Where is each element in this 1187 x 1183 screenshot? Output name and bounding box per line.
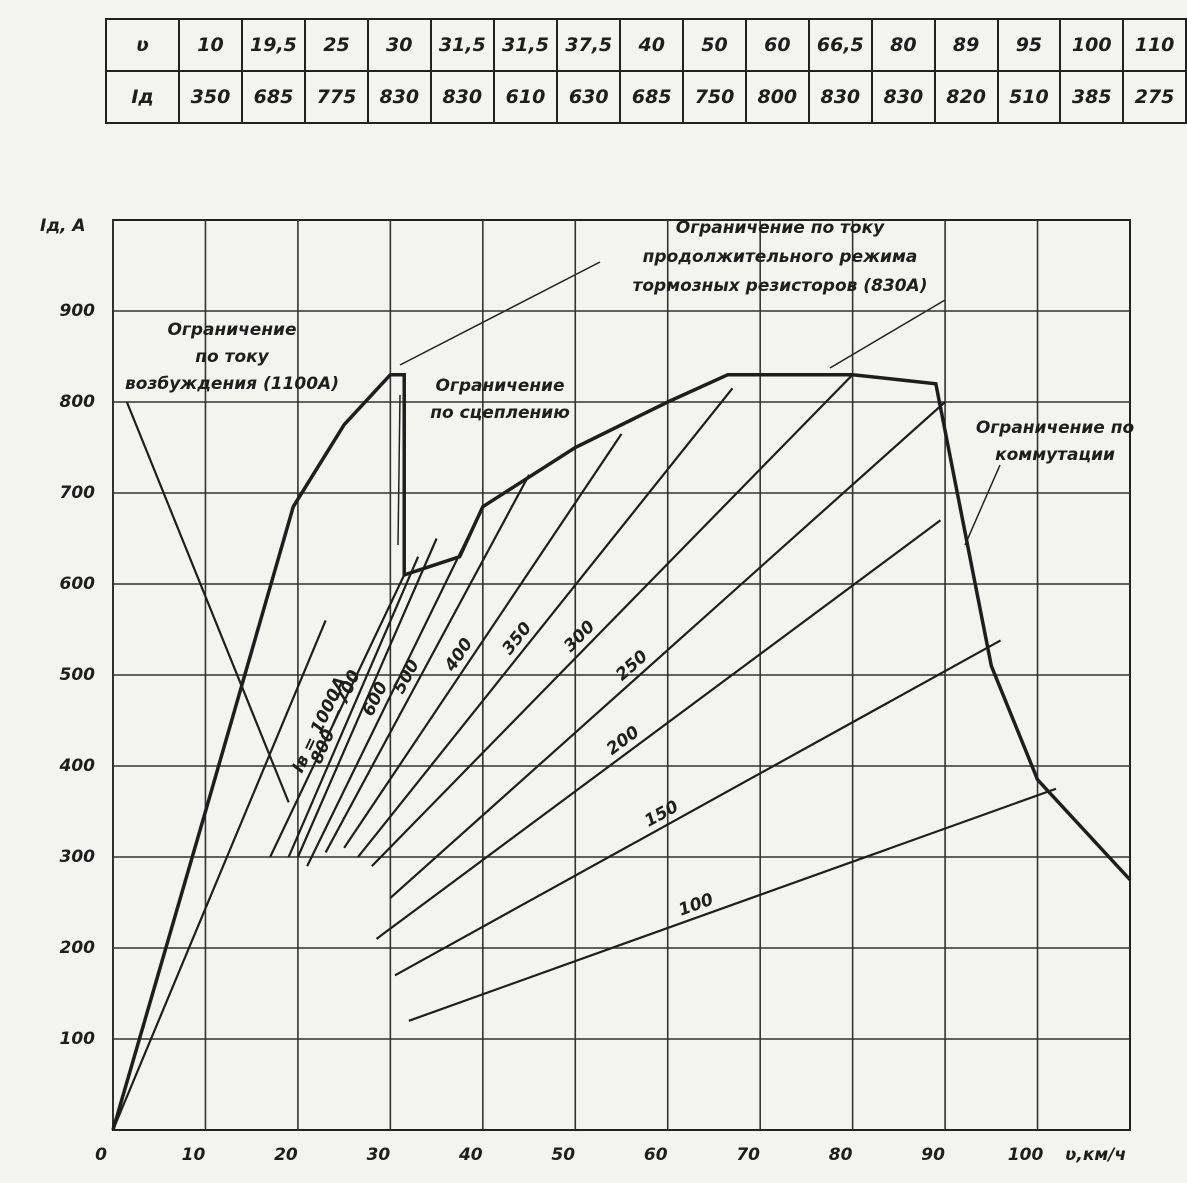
x-tick-label: 100 (1008, 1145, 1044, 1165)
table-cell: 19,5 (240, 18, 307, 72)
table-cell: 630 (556, 70, 622, 124)
annotation: Ограничение по току (676, 218, 885, 238)
series-label: 150 (641, 797, 682, 832)
series-line (357, 387, 734, 858)
table-cell: 610 (492, 70, 559, 124)
series-line (408, 787, 1057, 1022)
series-line (394, 639, 1002, 977)
annotation: по току (195, 347, 269, 367)
y-tick-label: 900 (60, 301, 96, 321)
x-tick-label: 60 (644, 1145, 668, 1165)
annotation: по сцеплению (430, 403, 569, 423)
table-cell: 830 (807, 70, 873, 124)
annotation: Ограничение по (976, 418, 1135, 438)
series-line (324, 474, 531, 853)
series-label: 400 (440, 634, 477, 676)
series-line (306, 506, 484, 867)
x-tick-label: 90 (921, 1145, 945, 1165)
x-tick-label: 0 (95, 1145, 107, 1165)
table-cell: 350 (178, 70, 243, 124)
table-cell: 110 (1122, 18, 1187, 72)
table-row: Iд 350 685 775 830 830 610 630 685 750 800 830 830 82… (104, 70, 1187, 124)
x-tick-label: 50 (551, 1145, 575, 1165)
table-cell: 60 (744, 18, 810, 72)
y-tick-label: 400 (59, 756, 96, 776)
y-tick-label: 800 (60, 392, 96, 412)
table-cell: 830 (429, 70, 495, 124)
x-tick-label: 10 (182, 1145, 206, 1165)
y-axis-label: Iд, A (40, 216, 86, 236)
y-tick-label: 200 (60, 938, 96, 958)
annotation: Ограничение (435, 376, 564, 396)
series-label: 350 (498, 618, 536, 658)
annotation: Ограничение (167, 320, 296, 340)
annotation: коммутации (995, 445, 1115, 465)
x-axis-label: ʋ,км/ч (1065, 1145, 1126, 1165)
y-tick-label: 700 (60, 483, 96, 503)
table-cell: 80 (870, 18, 936, 72)
table-cell: 66,5 (807, 18, 873, 72)
series-line (375, 519, 942, 940)
table-cell: 31,5 (429, 18, 495, 72)
x-tick-label: 30 (367, 1145, 391, 1165)
leader (397, 394, 401, 546)
series-line (296, 538, 438, 858)
leader (399, 261, 601, 366)
data-table: ʋ 10 19,5 25 30 31,5 31,5 37,5 40 50 60 66,5 80 89 95 1… (104, 18, 1187, 124)
leader (964, 464, 1001, 546)
table-cell: 685 (240, 70, 307, 124)
table-cell: 800 (744, 70, 810, 124)
y-tick-label: 500 (60, 665, 96, 685)
table-cell: 30 (366, 18, 432, 72)
annotation: тормозных резисторов (830А) (633, 276, 928, 296)
annotation: возбуждения (1100А) (125, 374, 339, 394)
table-cell: 31,5 (492, 18, 559, 72)
series-line (269, 574, 406, 858)
table-cell: 510 (996, 70, 1062, 124)
x-tick-label: 20 (274, 1145, 298, 1165)
series-label: 200 (603, 722, 644, 759)
table-cell: 25 (304, 18, 369, 72)
series-line (125, 401, 290, 803)
series-label: 100 (676, 890, 716, 921)
series-line (287, 556, 420, 858)
table-cell: 820 (933, 70, 999, 124)
row-header: Iд (104, 70, 181, 124)
y-tick-label: 600 (60, 574, 96, 594)
table-cell: 89 (933, 18, 999, 72)
x-tick-label: 70 (736, 1145, 760, 1165)
series-label: 300 (560, 617, 599, 656)
x-tick-label: 40 (458, 1145, 483, 1165)
y-tick-label: 300 (60, 847, 96, 867)
series-line (371, 373, 854, 867)
table-cell: 40 (619, 18, 685, 72)
table-row: ʋ 10 19,5 25 30 31,5 31,5 37,5 40 50 60 66,5 80 89 95 1… (104, 18, 1187, 72)
table-cell: 95 (996, 18, 1062, 72)
table-cell: 750 (682, 70, 747, 124)
series-line (111, 619, 327, 1131)
table-cell: 775 (304, 70, 369, 124)
table-cell: 275 (1122, 70, 1187, 124)
table-cell: 100 (1059, 18, 1125, 72)
series-line (389, 401, 946, 899)
series-label: 250 (612, 646, 652, 685)
table-cell: 685 (619, 70, 685, 124)
x-tick-label: 80 (829, 1145, 853, 1165)
table-cell: 10 (178, 18, 243, 72)
series-line (343, 433, 623, 849)
table-cell: 37,5 (556, 18, 622, 72)
table-cell: 385 (1059, 70, 1125, 124)
table-cell: 830 (870, 70, 936, 124)
y-tick-label: 100 (60, 1029, 96, 1049)
annotation: продолжительного режима (643, 247, 918, 267)
row-header: ʋ (104, 18, 181, 72)
table-cell: 50 (682, 18, 747, 72)
table-cell: 830 (366, 70, 432, 124)
